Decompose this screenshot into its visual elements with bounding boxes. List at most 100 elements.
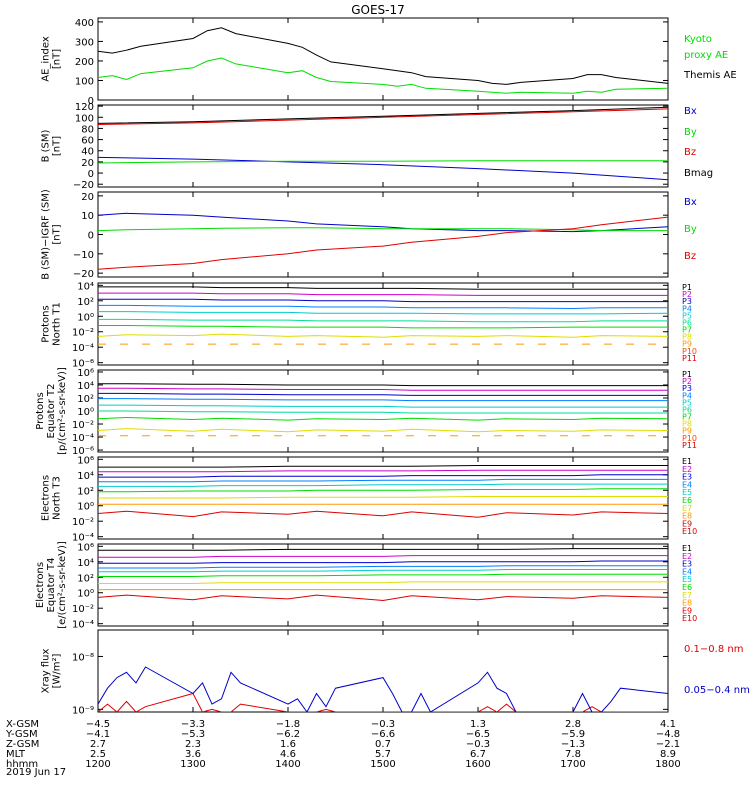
y-tick-label: 120 <box>75 102 94 113</box>
y-tick-label: 60 <box>81 136 94 147</box>
series-line-P7 <box>98 416 668 421</box>
series-line-P5 <box>98 404 668 408</box>
panel-8: 10⁻⁸ 10⁻⁹ Xray flux [W/m²] 0.1−0.8 nm 0.05−0.… <box>41 629 750 716</box>
xaxis-row-value: −6.6 <box>371 729 395 740</box>
xaxis-row-value: 3.6 <box>185 749 201 760</box>
xaxis-row-value: −4.1 <box>86 729 110 740</box>
legend-entry: P6 <box>682 318 692 327</box>
legend-entry: Bz <box>684 147 696 158</box>
legend-entry: P3 <box>682 384 692 393</box>
legend-entry: E1 <box>682 457 692 466</box>
y-tick-label: 10⁻⁹ <box>72 705 94 716</box>
y-axis-label: AE_index <box>41 36 52 82</box>
legend-entry: P5 <box>682 398 692 407</box>
series-line-E6 <box>98 488 668 493</box>
y-tick-label: −20 <box>73 180 94 191</box>
series-line-P5 <box>98 311 668 315</box>
series-line-P1 <box>98 286 668 290</box>
legend-entry: P5 <box>682 311 692 320</box>
series-line-Bx <box>98 212 668 233</box>
series-group <box>98 286 668 345</box>
xaxis-row-value: 2.3 <box>185 739 201 750</box>
xaxis-row-value: 2.5 <box>90 749 106 760</box>
xaxis-row-value: −1.3 <box>561 739 585 750</box>
panel-frame <box>97 629 669 713</box>
xaxis-row-value: 2.8 <box>565 719 581 730</box>
series-line-E7 <box>98 496 668 499</box>
legend-entry: P1 <box>682 283 692 292</box>
series-group <box>98 383 668 437</box>
xaxis-row-value: 1800 <box>655 759 680 770</box>
series-line-P8 <box>98 333 668 338</box>
y-tick-label: 0 <box>88 231 94 242</box>
series-line-E5 <box>98 483 668 487</box>
y-tick-label: 10⁶ <box>77 368 94 379</box>
legend-entry: P3 <box>682 297 692 306</box>
xaxis-row-value: 1400 <box>275 759 300 770</box>
y-tick-label: 10⁻² <box>72 328 94 339</box>
series-line-Bz <box>98 216 668 270</box>
y-tick-label: 10⁰ <box>77 312 94 323</box>
series-line-E7 <box>98 581 668 584</box>
legend-entry: E10 <box>682 614 697 623</box>
legend-entry: Kyoto <box>684 34 712 45</box>
series-group <box>98 548 668 602</box>
xaxis-row-value: −0.3 <box>371 719 395 730</box>
xaxis-row-value: 0.7 <box>375 739 391 750</box>
xaxis-row-value: 4.6 <box>280 749 296 760</box>
legend-entry: P11 <box>682 441 697 450</box>
series-line-E3 <box>98 560 668 564</box>
xaxis-row-label: hhmm <box>6 759 38 770</box>
legend-entry: Bx <box>684 197 697 208</box>
y-tick-label: −10 <box>73 250 94 261</box>
xaxis-row-label: MLT <box>6 749 26 760</box>
legend-entry: P8 <box>682 420 692 429</box>
series-line-P6 <box>98 318 668 323</box>
legend-entry: E5 <box>682 575 692 584</box>
y-axis-label: Electrons <box>35 562 46 608</box>
xaxis-row-value: 1200 <box>85 759 110 770</box>
legend-entry: P7 <box>682 326 692 335</box>
legend-entry: proxy AE <box>684 50 728 61</box>
y-tick-label: 10² <box>77 394 94 405</box>
y-tick-label: 10⁻² <box>72 420 94 431</box>
y-tick-label: 0 <box>88 96 94 107</box>
series-line-E4 <box>98 478 668 483</box>
legend-entry: E5 <box>682 488 692 497</box>
y-tick-label: 20 <box>81 158 94 169</box>
legend-entry: P7 <box>682 413 692 422</box>
legend-entry: E10 <box>682 527 697 536</box>
xaxis-row-value: −5.3 <box>181 729 205 740</box>
xaxis-row-label: Z-GSM <box>6 739 39 750</box>
y-axis-label: Protons <box>35 392 46 429</box>
series-line-0.05−0.4 nm <box>98 666 668 712</box>
legend-entry: P9 <box>682 340 692 349</box>
series-line-E3 <box>98 474 668 478</box>
y-tick-label: 10⁴ <box>77 471 94 482</box>
y-tick-label: 20 <box>81 192 94 203</box>
y-tick-label: 10⁻⁴ <box>72 533 94 544</box>
y-axis-label: [nT] <box>52 224 63 244</box>
y-tick-label: 10⁻⁸ <box>72 652 94 663</box>
xaxis-row-value: 7.8 <box>565 749 581 760</box>
legend-entry: E9 <box>682 519 692 528</box>
y-tick-label: 400 <box>75 18 94 29</box>
series-group <box>98 465 668 518</box>
legend-entry: By <box>684 224 697 235</box>
xaxis-row-value: −5.9 <box>561 729 585 740</box>
y-axis-label: Equator T2 <box>46 384 57 439</box>
y-axis-label: North T3 <box>52 476 63 520</box>
series-line-P2 <box>98 292 668 296</box>
legend-entry: E6 <box>682 496 692 505</box>
y-tick-label: 10⁻⁴ <box>72 620 94 631</box>
legend-entry: E2 <box>682 552 692 561</box>
y-tick-label: 10² <box>77 573 94 584</box>
series-line-E9 <box>98 594 668 602</box>
xaxis-row-value: 1500 <box>370 759 395 770</box>
y-tick-label: 10⁰ <box>77 502 94 513</box>
